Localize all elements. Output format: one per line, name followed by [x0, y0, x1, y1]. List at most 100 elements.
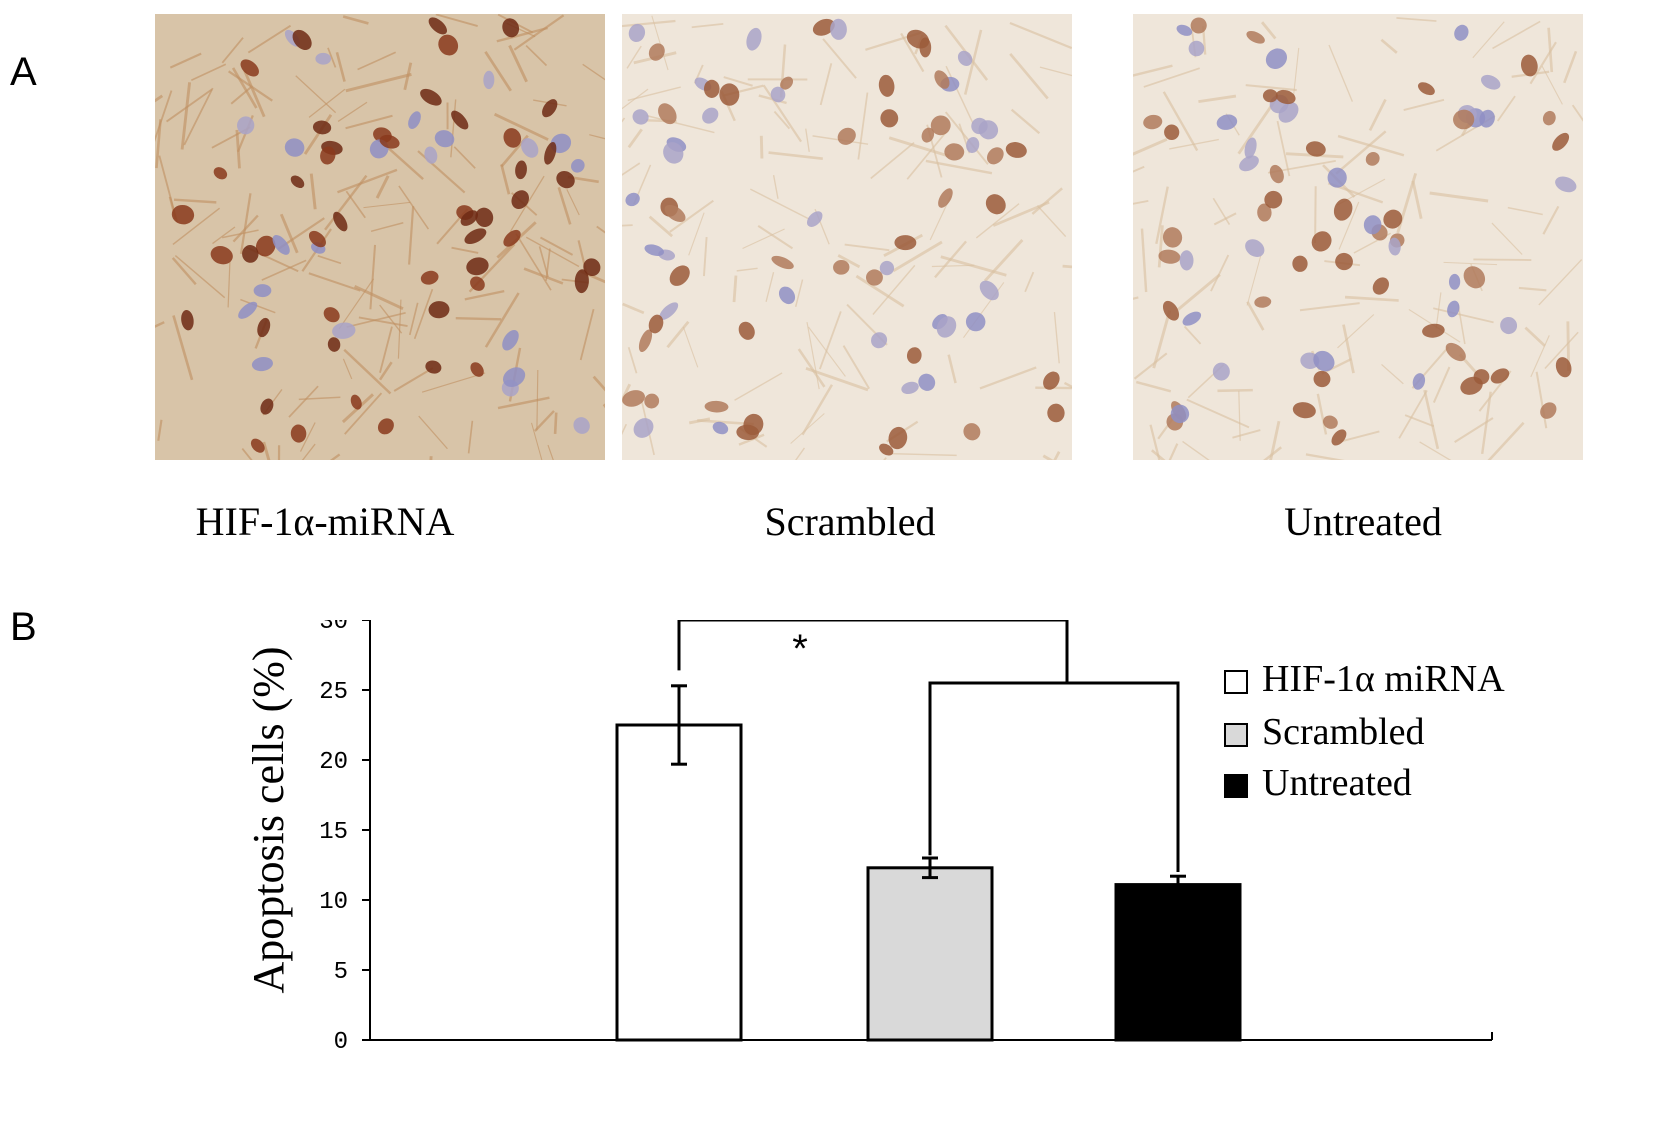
tissue-fiber — [805, 128, 810, 152]
tissue-fiber — [870, 141, 915, 180]
tissue-fiber — [1403, 98, 1445, 111]
tissue-fiber — [547, 444, 554, 460]
y-tick-label: 10 — [319, 889, 348, 916]
tissue-fiber — [626, 45, 642, 69]
tissue-fiber — [596, 225, 605, 234]
tissue-fiber — [303, 114, 333, 155]
legend-scrambled-swatch — [1224, 723, 1248, 747]
tissue-fiber — [790, 413, 825, 444]
cell-nucleus — [1331, 429, 1347, 446]
tissue-fiber — [308, 272, 361, 292]
tissue-fiber — [1133, 352, 1168, 380]
tissue-fiber — [1053, 451, 1061, 460]
tissue-fiber — [1269, 420, 1281, 460]
tissue-fiber — [892, 240, 943, 273]
tissue-fiber — [688, 212, 705, 256]
tissue-fiber — [363, 201, 411, 209]
cell-nucleus — [1313, 350, 1335, 372]
cell-nucleus — [292, 29, 312, 50]
cell-nucleus — [1365, 152, 1380, 166]
cell-nucleus — [632, 109, 649, 125]
cell-nucleus — [171, 204, 195, 225]
tissue-fiber — [819, 311, 842, 370]
tissue-fiber — [346, 311, 406, 328]
cell-nucleus — [771, 255, 794, 270]
tissue-fiber — [1039, 66, 1072, 77]
cell-nucleus — [451, 110, 469, 130]
tissue-fiber — [155, 94, 164, 103]
tissue-fiber — [241, 448, 253, 460]
tissue-fiber — [1152, 310, 1172, 369]
y-tick-label: 20 — [319, 749, 348, 776]
cell-nucleus — [483, 70, 495, 90]
tissue-fiber — [369, 244, 377, 310]
tissue-fiber — [768, 151, 823, 160]
cell-nucleus — [544, 142, 557, 165]
cell-nucleus — [213, 167, 228, 180]
tissue-fiber — [1062, 264, 1072, 269]
tissue-fiber — [1133, 165, 1145, 173]
cell-nucleus — [1246, 30, 1265, 44]
cell-nucleus — [571, 159, 585, 173]
cell-nucleus — [574, 269, 589, 294]
tissue-fiber — [337, 168, 398, 194]
tissue-background — [1133, 14, 1583, 460]
legend-untreated-swatch — [1224, 774, 1248, 798]
tissue-fiber — [531, 422, 543, 460]
tissue-fiber — [1169, 138, 1219, 150]
cell-nucleus — [238, 301, 258, 319]
cell-nucleus — [290, 175, 305, 189]
tissue-fiber — [1398, 390, 1428, 439]
tissue-fiber — [762, 84, 803, 143]
tissue-fiber — [370, 222, 404, 233]
tissue-fiber — [342, 358, 353, 380]
tissue-fiber — [183, 87, 214, 146]
tissue-fiber — [354, 284, 404, 310]
tissue-fiber — [1238, 390, 1241, 441]
tissue-fiber — [794, 279, 804, 307]
cell-nucleus — [1254, 296, 1272, 308]
tissue-fiber — [1024, 271, 1035, 293]
cell-nucleus — [1179, 250, 1194, 271]
cell-nucleus — [1454, 24, 1469, 41]
tissue-fiber — [1423, 389, 1440, 450]
tissue-fiber — [358, 316, 408, 328]
tissue-fiber — [515, 233, 552, 291]
tissue-fiber — [397, 299, 402, 359]
tissue-fiber — [992, 200, 1050, 227]
tissue-fiber — [345, 114, 393, 130]
tissue-fiber — [795, 447, 806, 460]
tissue-fiber — [855, 274, 905, 308]
tissue-fiber — [450, 99, 457, 158]
tissue-fiber — [345, 190, 366, 219]
cell-nucleus — [257, 317, 271, 338]
caption-scrambled: Scrambled — [764, 499, 936, 544]
tissue-fiber — [947, 354, 957, 384]
tissue-fiber — [1571, 104, 1583, 122]
tissue-fiber — [453, 146, 476, 169]
cell-nucleus — [251, 356, 273, 372]
cell-nucleus — [1305, 141, 1326, 157]
micrograph-untreated — [1133, 14, 1583, 460]
tissue-fiber — [592, 375, 605, 392]
cell-nucleus — [379, 134, 400, 149]
cell-nucleus — [1311, 231, 1332, 252]
tissue-fiber — [338, 278, 375, 330]
tissue-fiber — [1042, 454, 1054, 460]
cell-nucleus — [470, 276, 485, 291]
tissue-fiber — [1133, 64, 1173, 77]
tissue-fiber — [1496, 95, 1516, 122]
tissue-fiber — [1217, 388, 1253, 393]
tissue-fiber — [742, 228, 785, 249]
tissue-fiber — [288, 385, 319, 418]
panel-a-letter: A — [10, 50, 37, 94]
cell-nucleus — [1323, 415, 1338, 429]
cell-nucleus — [965, 312, 986, 332]
micrograph-scrambled — [622, 14, 1072, 460]
cell-nucleus — [957, 50, 973, 66]
tissue-background — [622, 14, 1072, 460]
significance-star: * — [792, 627, 808, 671]
tissue-fiber — [317, 255, 342, 265]
tissue-fiber — [169, 52, 202, 69]
legend-hif-1a-mirna-swatch — [1224, 670, 1248, 694]
